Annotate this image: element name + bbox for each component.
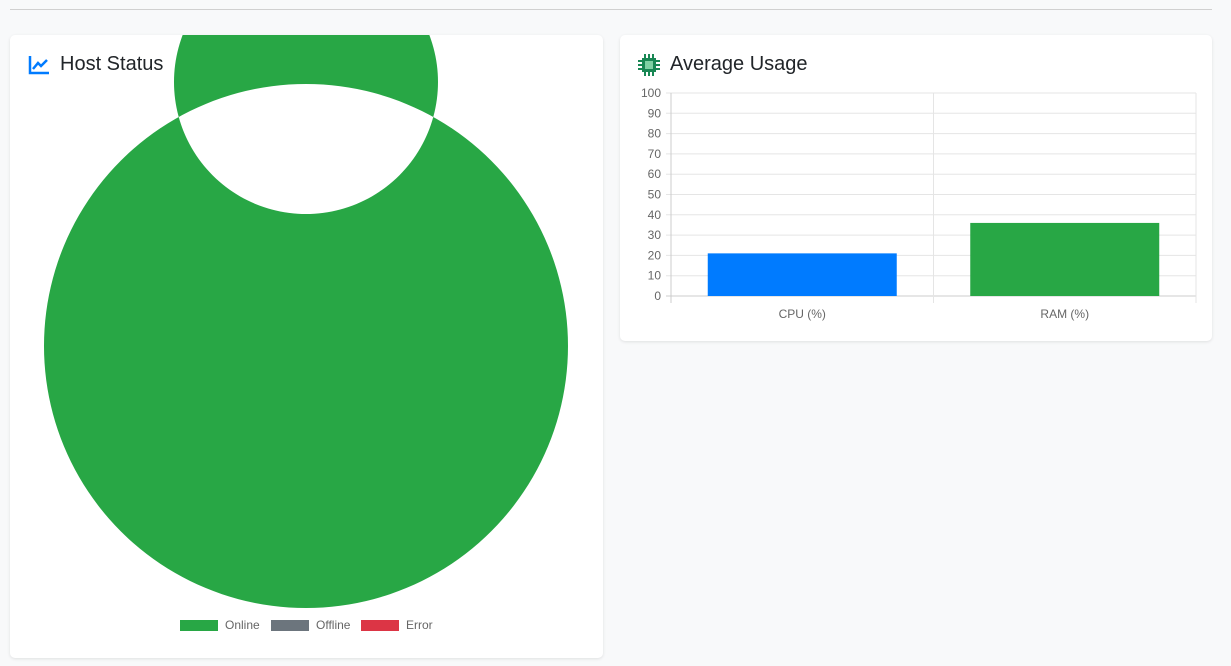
- y-tick-label: 100: [641, 86, 661, 100]
- legend-swatch-offline: [271, 620, 309, 631]
- bar-cpu: [707, 253, 897, 296]
- card-title: Average Usage: [670, 53, 808, 75]
- average-usage-card: Average Usage 0 10 20 30 40 50 60 70 80 90 100 CPU …: [620, 35, 1212, 341]
- legend-swatch-online: [180, 620, 218, 631]
- bar-ram: [970, 222, 1160, 296]
- chart-line-icon: [28, 55, 49, 74]
- x-tick-label: CPU (%): [779, 307, 826, 321]
- legend-swatch-error: [361, 620, 399, 631]
- host-status-card: Host Status Online Offline Error: [10, 35, 603, 658]
- divider: [10, 9, 1212, 10]
- bar-chart: 0 10 20 30 40 50 60 70 80 90 100 CPU (%) RAM (%): [641, 86, 1197, 321]
- card-title: Host Status: [60, 53, 164, 75]
- x-tick-label: RAM (%): [1040, 307, 1089, 321]
- y-tick-label: 30: [648, 228, 662, 242]
- y-tick-label: 90: [648, 106, 662, 120]
- cpu-chip-icon: [638, 53, 660, 76]
- y-tick-label: 40: [648, 208, 662, 222]
- y-tick-label: 60: [648, 167, 662, 181]
- doughnut-chart: Online Offline Error: [44, 35, 568, 632]
- y-tick-label: 10: [648, 269, 662, 283]
- slice-online: [44, 35, 568, 608]
- legend-label-offline: Offline: [316, 618, 351, 632]
- y-tick-label: 50: [648, 188, 662, 202]
- legend-label-online: Online: [225, 618, 260, 632]
- y-tick-label: 80: [648, 127, 662, 141]
- y-tick-label: 20: [648, 248, 662, 262]
- y-tick-label: 70: [648, 147, 662, 161]
- y-tick-label: 0: [654, 289, 661, 303]
- legend-label-error: Error: [406, 618, 433, 632]
